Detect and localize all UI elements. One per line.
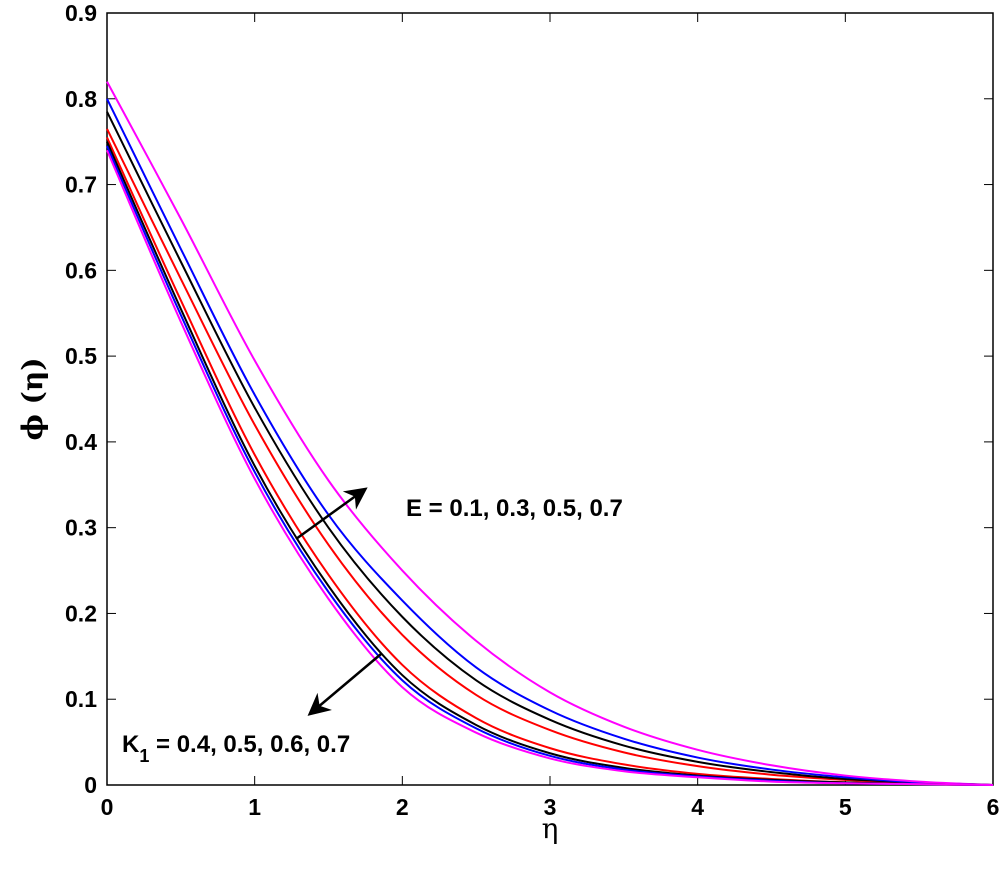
series-line <box>106 98 994 786</box>
x-tick-label: 2 <box>396 794 409 820</box>
y-tick-label: 0.2 <box>65 600 97 626</box>
x-tick-label: 0 <box>101 794 114 820</box>
y-tick-label: 0.9 <box>65 0 97 26</box>
y-axis: 0 0.1 0.2 0.3 0.4 0.5 0.6 0.7 0.8 0.9 <box>65 0 993 798</box>
annotation-k1: K1 = 0.4, 0.5, 0.6, 0.7 <box>122 653 382 766</box>
axes-box <box>106 12 994 786</box>
arrow-down-left-icon <box>307 653 382 716</box>
y-tick-label: 0.4 <box>65 429 97 455</box>
x-tick-label: 1 <box>248 794 261 820</box>
y-tick-label: 0.1 <box>65 686 97 712</box>
series-line <box>106 149 994 786</box>
y-tick-label: 0.8 <box>65 86 97 112</box>
plot-area <box>106 12 994 786</box>
x-tick-label: 5 <box>839 794 852 820</box>
arrow-up-right-icon <box>295 487 368 541</box>
x-tick-label: 3 <box>544 794 557 820</box>
curves <box>106 81 994 786</box>
x-axis-label: η <box>542 812 559 845</box>
series-line <box>106 81 994 786</box>
y-tick-label: 0.5 <box>65 343 97 369</box>
y-tick-label: 0.3 <box>65 515 97 541</box>
annotation-e: E = 0.1, 0.3, 0.5, 0.7 <box>295 487 623 541</box>
x-tick-label: 4 <box>691 794 704 820</box>
x-tick-label: 6 <box>987 794 1000 820</box>
y-tick-label: 0 <box>84 772 97 798</box>
series-line <box>106 128 994 786</box>
annotation-e-text: E = 0.1, 0.3, 0.5, 0.7 <box>406 495 623 522</box>
annotation-k1-text: K1 = 0.4, 0.5, 0.6, 0.7 <box>122 731 350 766</box>
y-axis-label: ϕ (η) <box>16 358 49 441</box>
y-tick-label: 0.7 <box>65 172 97 198</box>
y-tick-label: 0.6 <box>65 257 97 283</box>
series-line <box>106 111 994 786</box>
